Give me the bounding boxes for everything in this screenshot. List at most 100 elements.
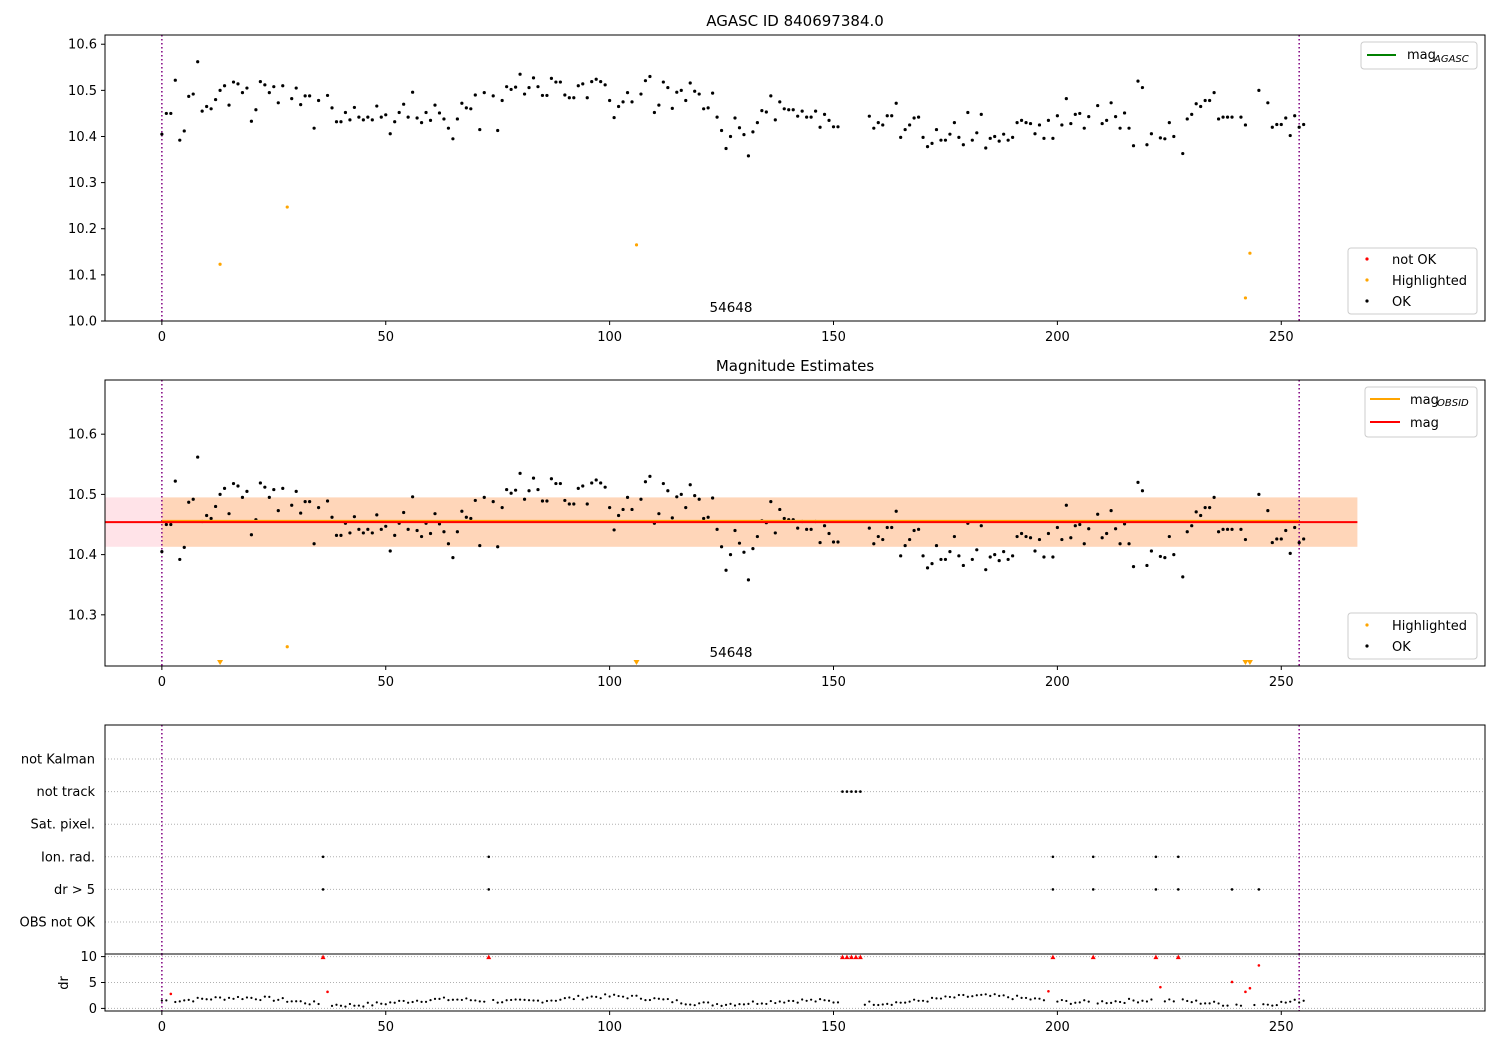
ok-point <box>997 139 1001 143</box>
dr-point <box>339 1004 343 1007</box>
ok-point <box>1239 527 1243 531</box>
y-tick-label: 10 <box>80 950 97 965</box>
dr-point <box>733 1004 737 1007</box>
ok-point <box>1297 540 1301 545</box>
ok-point <box>182 129 186 133</box>
ok-point <box>424 110 428 115</box>
ok-point <box>437 111 442 115</box>
dr-point <box>245 996 249 999</box>
ok-point <box>679 492 683 496</box>
ok-point <box>706 515 710 519</box>
dr-point <box>1096 1002 1099 1005</box>
panel-agasc-frame <box>104 34 1486 322</box>
ok-point <box>670 516 674 520</box>
ok-point <box>1221 115 1225 119</box>
ok-point <box>1194 510 1198 514</box>
ok-point <box>957 554 961 558</box>
ok-point <box>621 100 625 104</box>
ok-point <box>670 106 674 110</box>
ok-point <box>608 506 612 510</box>
ok-point <box>1002 132 1006 136</box>
ok-point <box>666 489 670 493</box>
dr-point <box>653 997 656 1000</box>
ok-point <box>657 512 661 516</box>
ok-point <box>769 500 773 504</box>
ok-point <box>375 513 379 517</box>
dr-point <box>532 999 535 1002</box>
ok-point <box>411 90 415 94</box>
panel-magnitude-title: Magnitude Estimates <box>716 357 874 375</box>
ok-point <box>970 138 974 142</box>
ok-point <box>822 524 827 528</box>
ok-point <box>196 455 200 459</box>
ok-point <box>411 495 415 499</box>
dr-point <box>178 1000 181 1003</box>
dr-point <box>232 997 235 1000</box>
ok-point <box>621 507 625 512</box>
flag-label: Ion. rad. <box>41 850 95 865</box>
ok-point <box>478 127 482 132</box>
ok-point <box>805 527 809 531</box>
flag-label: dr > 5 <box>54 883 95 898</box>
dr-point <box>554 999 557 1002</box>
dr-point <box>984 993 987 996</box>
ok-point <box>339 533 343 537</box>
ok-point <box>402 102 406 106</box>
dr-not-ok-point <box>1230 980 1234 984</box>
ok-point <box>187 500 191 504</box>
y-tick-label: 10.1 <box>68 268 97 283</box>
ok-point <box>612 528 616 532</box>
off-scale-marker <box>217 660 224 665</box>
ok-point <box>719 128 724 133</box>
ok-point <box>240 91 245 95</box>
dr-clipped-marker <box>839 954 845 960</box>
x-tick-label: 100 <box>597 330 622 345</box>
dr-point <box>917 999 920 1002</box>
ok-point <box>419 534 424 539</box>
flag-point <box>1154 888 1158 891</box>
dr-point <box>510 998 513 1002</box>
ok-point <box>249 533 254 537</box>
dr-not-ok-point <box>1248 986 1252 990</box>
ok-point <box>827 531 831 536</box>
dr-point <box>1150 998 1153 1001</box>
panel-agasc-plot-area <box>160 35 1306 321</box>
ok-point <box>1055 114 1059 118</box>
dr-point <box>187 998 190 1001</box>
ok-point <box>205 513 209 518</box>
ok-point <box>509 87 513 92</box>
dr-point <box>313 1000 316 1003</box>
ok-point <box>939 557 943 562</box>
ok-point <box>236 82 240 86</box>
ok-point <box>796 526 800 530</box>
ok-point <box>1109 101 1113 105</box>
dr-point <box>581 998 584 1001</box>
flag-point <box>854 790 858 793</box>
ok-point <box>196 60 200 64</box>
panel-agasc-title: AGASC ID 840697384.0 <box>706 12 884 30</box>
dr-point <box>541 1001 544 1004</box>
ok-point <box>885 525 889 530</box>
ok-point <box>657 103 661 107</box>
ok-point <box>988 555 992 559</box>
dr-clipped-marker <box>848 954 854 960</box>
ok-point <box>451 137 455 141</box>
ok-point <box>1073 112 1077 116</box>
ok-point <box>787 108 791 112</box>
ok-point <box>1011 554 1015 558</box>
ok-point <box>934 127 939 132</box>
dr-point <box>545 999 549 1003</box>
ok-point <box>1190 524 1194 528</box>
dr-point <box>966 995 969 998</box>
dr-point <box>572 997 575 1001</box>
x-tick-label: 150 <box>821 330 846 345</box>
ok-point <box>643 79 648 83</box>
ok-point <box>290 97 294 101</box>
panel-flags-axes: not Kalman not track Sat. pixel. Ion. rad. d… <box>20 753 96 931</box>
ok-point <box>563 93 567 97</box>
ok-point <box>930 562 934 566</box>
ok-point <box>1087 115 1091 119</box>
dr-point <box>904 1001 907 1004</box>
ok-point <box>773 531 777 535</box>
ok-point <box>894 101 898 105</box>
